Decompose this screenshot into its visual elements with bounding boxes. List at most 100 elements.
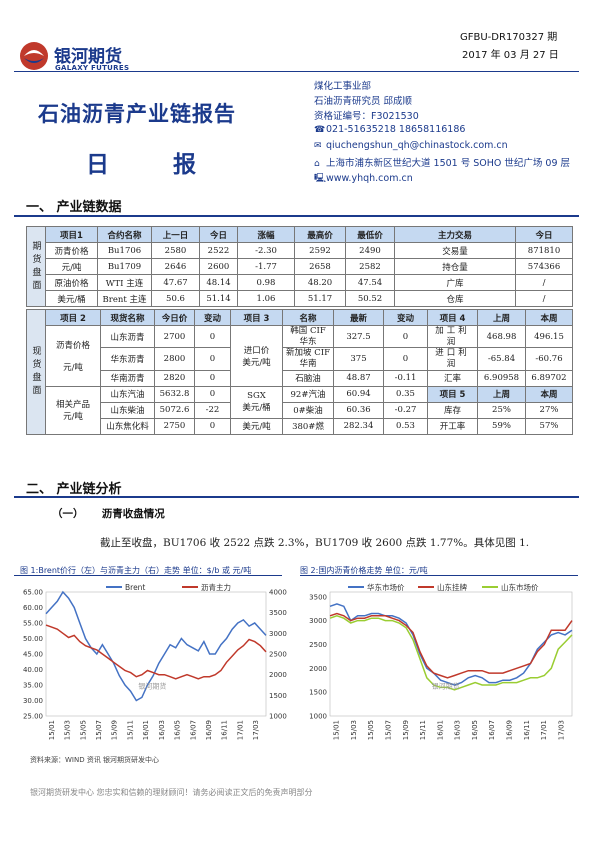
y2-tick-label: 2000	[269, 671, 287, 679]
th: 本周	[525, 309, 573, 326]
y2-tick-label: 1000	[269, 713, 287, 721]
report-id: GFBU-DR170327 期	[460, 32, 558, 43]
y-tick-label: 2500	[309, 641, 327, 649]
email-icon: ✉	[314, 141, 322, 151]
th: 最新	[333, 309, 384, 326]
table-row: 元/吨Bu170926462600-1.7726582582持仓量5743661…	[27, 258, 574, 275]
th: 变动	[383, 309, 428, 326]
th: 名称	[282, 309, 334, 326]
figure-1-rule	[14, 575, 282, 576]
x-tick-label: 16/11	[221, 720, 229, 740]
y-tick-label: 45.00	[23, 651, 43, 659]
x-tick-label: 16/11	[523, 720, 531, 740]
x-tick-label: 15/05	[367, 720, 375, 740]
x-tick-label: 17/01	[236, 720, 244, 740]
x-tick-label: 15/09	[402, 720, 410, 740]
website-link[interactable]: www.yhqh.com.cn	[326, 173, 413, 184]
y-tick-label: 60.00	[23, 604, 43, 612]
th: 今日价	[154, 309, 195, 326]
y2-tick-label: 1500	[269, 692, 287, 700]
y-tick-label: 1500	[309, 689, 327, 697]
series-line	[329, 612, 573, 679]
y-tick-label: 55.00	[23, 620, 43, 628]
th: 今日	[199, 226, 238, 243]
table-row: 沥青价格 Bu1706 2580 2522 -2.30 2592 2490 交易量 871810…	[27, 242, 574, 259]
plot-area	[329, 591, 573, 717]
series-line	[329, 615, 573, 691]
x-tick-label: 16/07	[189, 720, 197, 740]
figure-2-rule	[300, 575, 578, 576]
report-subtitle: 日 报	[86, 151, 225, 178]
y-tick-label: 3500	[309, 593, 327, 601]
x-tick-label: 16/03	[454, 720, 462, 740]
chart-watermark: 银河期货	[138, 682, 166, 691]
th: 合约名称	[97, 226, 152, 243]
header-divider	[14, 71, 579, 72]
y2-tick-label: 2500	[269, 651, 287, 659]
y2-tick-label: 3500	[269, 609, 287, 617]
spot-table: 现货盘面 项目 2 现货名称 今日价 变动 项目 3 名称 最新 变动 项目 4…	[26, 309, 573, 435]
futures-side-label: 期货盘面	[26, 226, 46, 307]
x-tick-label: 15/05	[79, 720, 87, 740]
report-date: 2017 年 03 月 27 日	[462, 50, 559, 61]
phone: 021-51635218 18658116186	[326, 124, 466, 135]
cert: 资格证编号：F3021530	[314, 111, 419, 122]
y-tick-label: 1000	[309, 713, 327, 721]
x-tick-label: 15/11	[419, 720, 427, 740]
th: 变动	[194, 309, 231, 326]
y-tick-label: 35.00	[23, 682, 43, 690]
phone-icon: ☎	[314, 125, 326, 135]
x-tick-label: 16/03	[158, 720, 166, 740]
y2-tick-label: 4000	[269, 589, 287, 597]
figure-2-caption: 图 2:国内沥青价格走势 单位：元/吨	[300, 566, 428, 575]
brent-vs-asphalt-chart: 65.00 60.00 55.00 50.00 45.00 40.00 35.00 30.00…	[23, 582, 287, 740]
series-line	[329, 603, 573, 686]
th: 项目 5	[427, 385, 478, 403]
x-tick-label: 16/09	[205, 720, 213, 740]
section-2-rule	[14, 496, 579, 498]
th: 涨幅	[237, 226, 295, 243]
analysis-paragraph: 截止至收盘，BU1706 收 2522 点跌 2.3%，BU1709 收 260…	[100, 537, 530, 549]
y-tick-label: 2000	[309, 665, 327, 673]
chart-watermark: 银河期货	[432, 682, 460, 691]
x-tick-label: 17/01	[540, 720, 548, 740]
x-tick-label: 15/01	[333, 720, 341, 740]
th: 项目 2	[45, 309, 101, 326]
th: 今日	[515, 226, 574, 243]
x-tick-label: 16/05	[471, 720, 479, 740]
legend-label: Brent	[125, 583, 145, 592]
footer-disclaimer: 银河期货研发中心 您忠实和信赖的理财顾问！请务必阅读正文后的免责声明部分	[30, 788, 313, 797]
x-tick-label: 15/01	[48, 720, 56, 740]
x-tick-label: 16/05	[174, 720, 182, 740]
company-name-en: GALAXY FUTURES	[55, 64, 130, 72]
plot-area	[45, 591, 267, 717]
section-1-heading: 一、 产业链数据	[26, 200, 122, 215]
legend-label: 沥青主力	[201, 582, 231, 592]
sgx-label: SGX 美元/桶	[230, 385, 283, 419]
th: 上一日	[151, 226, 200, 243]
legend-label: 山东市场价	[501, 582, 539, 592]
th: 上周	[477, 309, 526, 326]
x-tick-label: 16/01	[436, 720, 444, 740]
analyst: 石油沥青研究员 邱成顺	[314, 96, 413, 107]
spot-side-label: 现货盘面	[26, 309, 46, 435]
x-tick-label: 16/07	[488, 720, 496, 740]
data-source: 资料来源：WIND 资讯 银河期货研发中心	[30, 756, 160, 764]
section-1-rule	[14, 215, 579, 217]
th: 现货名称	[100, 309, 155, 326]
y-tick-label: 40.00	[23, 666, 43, 674]
futures-table: 期货盘面 项目1 合约名称 上一日 今日 涨幅 最高价 最低价 主力交易 今日 …	[26, 226, 574, 307]
figure-1-caption: 图 1:Brent价行（左）与沥青主力（右）走势 单位：$/b 或 元/吨	[20, 566, 252, 575]
y-tick-label: 30.00	[23, 697, 43, 705]
y-tick-label: 65.00	[23, 589, 43, 597]
import-label: 进口价 美元/吨	[230, 325, 283, 387]
x-tick-label: 17/03	[252, 720, 260, 740]
report-title: 石油沥青产业链报告	[38, 101, 236, 126]
series-line	[45, 590, 267, 702]
dept: 煤化工事业部	[314, 81, 372, 92]
th: 最高价	[294, 226, 346, 243]
address-icon: ⌂	[314, 159, 320, 169]
email-link[interactable]: qiuchengshun_qh@chinastock.com.cn	[326, 140, 508, 151]
x-tick-label: 15/07	[95, 720, 103, 740]
